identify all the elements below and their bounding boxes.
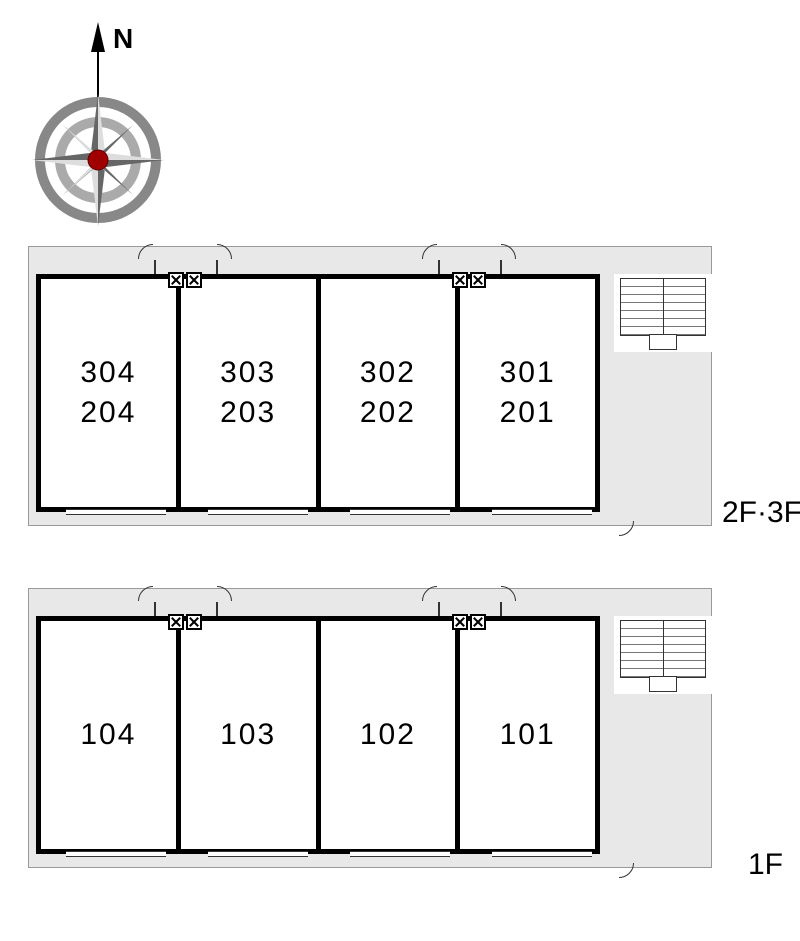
- door-marker: [470, 272, 486, 288]
- unit-cell: 101: [460, 621, 595, 849]
- floor-label: 1F: [748, 848, 783, 882]
- unit-number: 104: [80, 715, 136, 756]
- unit-number: 103: [220, 715, 276, 756]
- window-marker: [208, 851, 308, 857]
- door-marker: [452, 272, 468, 288]
- window-marker: [66, 509, 166, 515]
- window-marker: [492, 509, 592, 515]
- unit-cell: 102: [321, 621, 461, 849]
- unit-number: 301: [500, 353, 556, 394]
- unit-number: 303: [220, 353, 276, 394]
- floor-plan-upper: 3042043032033022023012012F·3F: [28, 246, 788, 546]
- door-marker: [452, 614, 468, 630]
- window-marker: [208, 509, 308, 515]
- unit-number: 304: [80, 353, 136, 394]
- unit-number: 203: [220, 393, 276, 434]
- unit-cell: 103: [181, 621, 321, 849]
- unit-number: 201: [500, 393, 556, 434]
- door-marker: [186, 614, 202, 630]
- window-marker: [492, 851, 592, 857]
- building-outline: 104 103 102 101: [36, 616, 600, 854]
- floor-label: 2F·3F: [722, 496, 800, 530]
- unit-number: 202: [360, 393, 416, 434]
- unit-cell: 303203: [181, 279, 321, 507]
- compass-n-label: N: [113, 23, 133, 54]
- door-marker: [168, 614, 184, 630]
- window-marker: [350, 851, 450, 857]
- unit-cell: 304204: [41, 279, 181, 507]
- door-marker: [186, 272, 202, 288]
- window-marker: [66, 851, 166, 857]
- stairwell: [614, 616, 712, 694]
- stairwell: [614, 274, 712, 352]
- unit-cell: 104: [41, 621, 181, 849]
- floor-plan-lower: 104 103 102 101 1F: [28, 588, 788, 888]
- door-marker: [470, 614, 486, 630]
- unit-number: 102: [360, 715, 416, 756]
- unit-cell: 302202: [321, 279, 461, 507]
- window-marker: [350, 509, 450, 515]
- compass-rose: N: [18, 10, 178, 235]
- unit-cell: 301201: [460, 279, 595, 507]
- unit-number: 302: [360, 353, 416, 394]
- door-marker: [168, 272, 184, 288]
- unit-number: 204: [80, 393, 136, 434]
- unit-number: 101: [500, 715, 556, 756]
- building-outline: 304204303203302202301201: [36, 274, 600, 512]
